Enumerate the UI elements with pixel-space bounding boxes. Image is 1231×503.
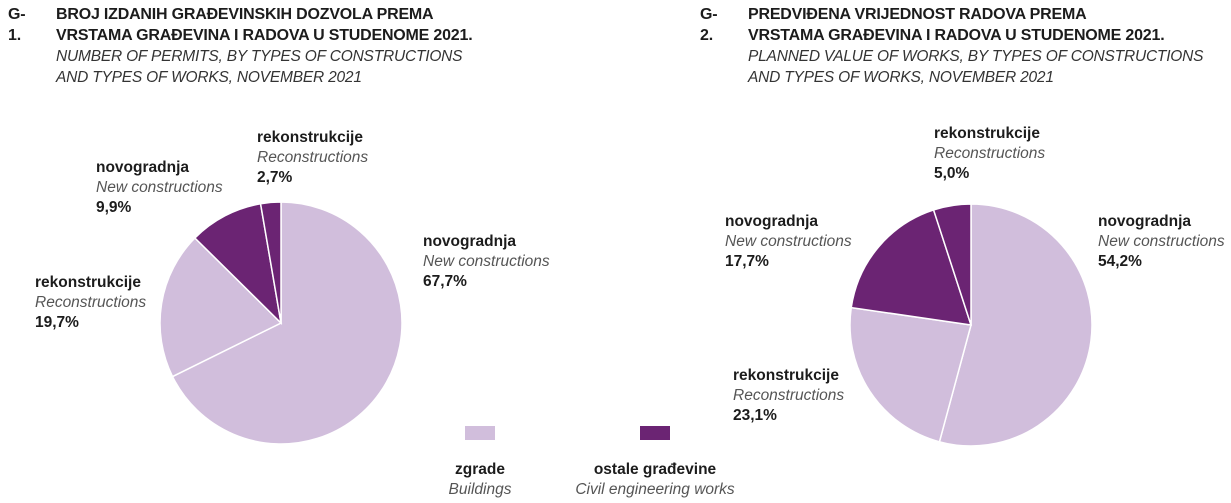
- legend-swatch-buildings: [465, 426, 495, 440]
- chart-1-code: G-1.: [8, 6, 26, 44]
- chart-1-label-civil-recon: rekonstrukcije Reconstructions 2,7%: [257, 129, 369, 186]
- chart-2-title-hr-line2: VRSTAMA GRAĐEVINA I RADOVA U STUDENOME 2…: [748, 27, 1165, 44]
- chart-1-pie: [159, 201, 403, 445]
- chart-2-title-en-line1: PLANNED VALUE OF WORKS, BY TYPES OF CONS…: [748, 48, 1204, 65]
- chart-2-label-civil-recon: rekonstrukcije Reconstructions 5,0%: [934, 125, 1046, 182]
- chart-1-slice-buildings-1: [159, 236, 283, 378]
- chart-2-slice-buildings-0: [938, 203, 1093, 447]
- chart-1-title-en-line2: AND TYPES OF WORKS, NOVEMBER 2021: [56, 69, 362, 86]
- chart-1-title-hr-line1: BROJ IZDANIH GRAĐEVINSKIH DOZVOLA PREMA: [56, 6, 434, 23]
- legend-item-buildings: zgrade Buildings: [448, 461, 512, 498]
- chart-1-label-buildings-new: novogradnja New constructions 67,7%: [423, 233, 550, 290]
- legend-swatch-civil: [640, 426, 670, 440]
- chart-2-title-en-line2: AND TYPES OF WORKS, NOVEMBER 2021: [748, 69, 1054, 86]
- chart-1-slice-buildings-0: [171, 201, 403, 445]
- chart-1-slice-civil-3: [259, 201, 282, 324]
- legend-item-civil: ostale građevine Civil engineering works: [575, 461, 735, 498]
- chart-2-slice-civil-2: [850, 208, 973, 326]
- chart-2-title-hr-line1: PREDVIĐENA VRIJEDNOST RADOVA PREMA: [748, 6, 1087, 23]
- chart-1-slice-civil-2: [193, 202, 283, 326]
- chart-2-slice-buildings-1: [849, 306, 972, 443]
- chart-2-slice-civil-3: [932, 203, 972, 326]
- chart-1-label-buildings-recon: rekonstrukcije Reconstructions 19,7%: [35, 274, 147, 331]
- chart-2-label-buildings-recon: rekonstrukcije Reconstructions 23,1%: [733, 367, 845, 424]
- chart-1-title-en-line1: NUMBER OF PERMITS, BY TYPES OF CONSTRUCT…: [56, 48, 463, 65]
- chart-2-label-civil-new: novogradnja New constructions 17,7%: [725, 213, 852, 270]
- chart-2-code: G-2.: [700, 6, 718, 44]
- chart-1-title-hr-line2: VRSTAMA GRAĐEVINA I RADOVA U STUDENOME 2…: [56, 27, 473, 44]
- chart-2-pie: [849, 203, 1093, 447]
- chart-2-label-buildings-new: novogradnja New constructions 54,2%: [1098, 213, 1225, 270]
- chart-1-label-civil-new: novogradnja New constructions 9,9%: [96, 159, 223, 216]
